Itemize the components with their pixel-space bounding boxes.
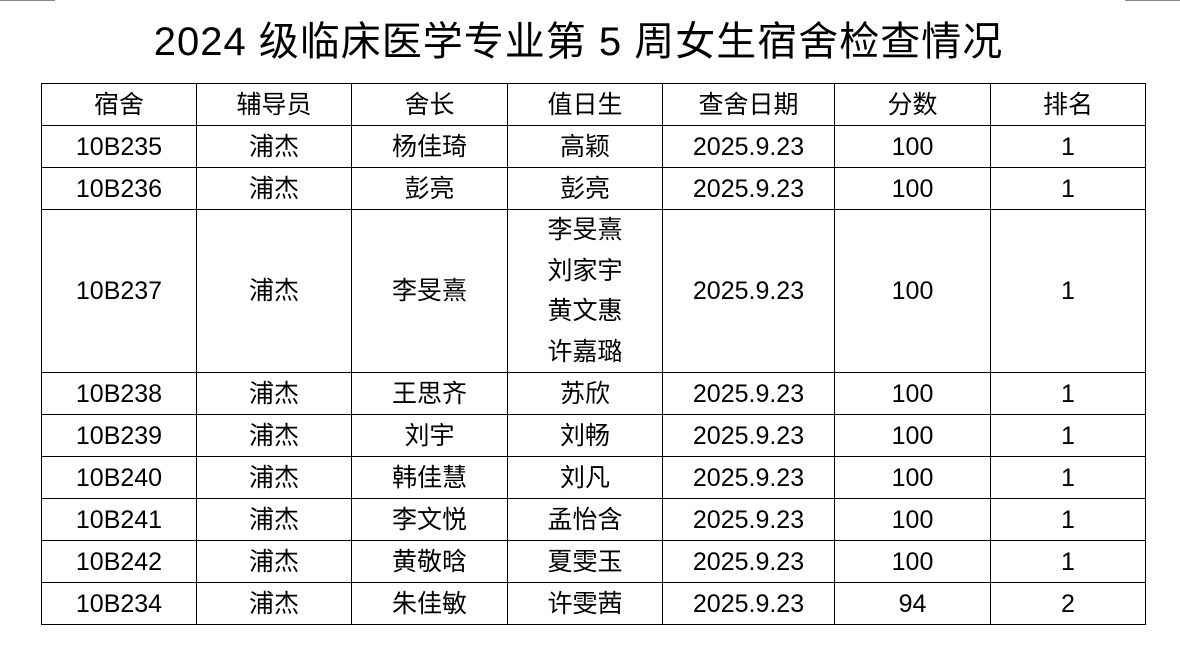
cell-rank: 1 <box>990 167 1146 210</box>
cell-leader: 杨佳琦 <box>351 125 508 168</box>
cell-score: 100 <box>834 372 991 415</box>
cell-duty: 李旻熹刘家宇黄文惠许嘉璐 <box>507 209 663 373</box>
duty-student: 刘畅 <box>559 421 610 450</box>
cell-score: 100 <box>834 498 991 541</box>
table-row: 10B239 浦杰 刘宇 刘畅 2025.9.23 100 1 <box>41 414 1146 457</box>
table-row: 10B241 浦杰 李文悦 孟怡含 2025.9.23 100 1 <box>41 498 1146 541</box>
cell-leader: 刘宇 <box>351 414 508 457</box>
cell-score: 100 <box>834 540 991 583</box>
cell-date: 2025.9.23 <box>662 167 835 210</box>
cell-counselor: 浦杰 <box>196 456 352 499</box>
table-row: 10B234 浦杰 朱佳敏 许雯茜 2025.9.23 94 2 <box>41 582 1146 625</box>
crop-mark-right <box>1125 0 1180 1</box>
cell-dorm: 10B236 <box>41 167 197 210</box>
cell-dorm: 10B234 <box>41 582 197 625</box>
crop-mark-left <box>0 0 55 1</box>
duty-student: 高颖 <box>559 132 610 161</box>
duty-student: 刘家宇 <box>547 256 623 285</box>
cell-dorm: 10B235 <box>41 125 197 168</box>
inspection-table: 宿舍 辅导员 舍长 值日生 查舍日期 分数 排名 10B235 浦杰 杨佳琦 高颖 2025.9.2… <box>41 83 1146 625</box>
cell-counselor: 浦杰 <box>196 167 352 210</box>
cell-leader: 王思齐 <box>351 372 508 415</box>
table-row: 10B237 浦杰 李旻熹 李旻熹 刘家宇 黄文惠 许嘉璐 2025.9.23 100 1 <box>41 209 1146 373</box>
duty-student: 夏雯玉 <box>547 547 623 576</box>
duty-student: 李旻熹 <box>547 216 623 244</box>
table-row: 10B240 浦杰 韩佳慧 刘凡 2025.9.23 100 1 <box>41 456 1146 499</box>
cell-duty: 彭亮 <box>507 167 663 210</box>
cell-date: 2025.9.23 <box>662 209 835 373</box>
cell-date: 2025.9.23 <box>662 125 835 168</box>
duty-student: 彭亮 <box>559 174 610 203</box>
cell-dorm: 10B242 <box>41 540 197 583</box>
cell-rank: 1 <box>990 456 1146 499</box>
cell-duty: 夏雯玉 <box>507 540 663 583</box>
cell-score: 100 <box>834 456 991 499</box>
cell-dorm: 10B238 <box>41 372 197 415</box>
cell-rank: 1 <box>990 414 1146 457</box>
cell-dorm: 10B237 <box>41 209 197 373</box>
cell-date: 2025.9.23 <box>662 582 835 625</box>
page-title: 2024 级临床医学专业第 5 周女生宿舍检查情况 <box>153 20 1004 64</box>
cell-counselor: 浦杰 <box>196 414 352 457</box>
cell-score: 100 <box>834 414 991 457</box>
cell-counselor: 浦杰 <box>196 125 352 168</box>
cell-duty: 高颖 <box>507 125 663 168</box>
cell-counselor: 浦杰 <box>196 209 352 373</box>
duty-student: 孟怡含 <box>547 505 623 534</box>
cell-leader: 朱佳敏 <box>351 582 508 625</box>
header-date: 查舍日期 <box>662 83 835 126</box>
cell-rank: 1 <box>990 498 1146 541</box>
header-score: 分数 <box>834 83 991 126</box>
duty-student: 苏欣 <box>559 379 610 408</box>
table-row: 10B238 浦杰 王思齐 苏欣 2025.9.23 100 1 <box>41 372 1146 415</box>
cell-score: 100 <box>834 125 991 168</box>
table-row: 10B242 浦杰 黄敬晗 夏雯玉 2025.9.23 100 1 <box>41 540 1146 583</box>
table-row: 10B236 浦杰 彭亮 彭亮 2025.9.23 100 1 <box>41 167 1146 210</box>
cell-date: 2025.9.23 <box>662 372 835 415</box>
header-counselor: 辅导员 <box>196 83 352 126</box>
cell-counselor: 浦杰 <box>196 372 352 415</box>
cell-score: 94 <box>834 582 991 625</box>
cell-score: 100 <box>834 209 991 373</box>
cell-counselor: 浦杰 <box>196 498 352 541</box>
cell-duty: 苏欣 <box>507 372 663 415</box>
header-leader: 舍长 <box>351 83 508 126</box>
cell-duty: 刘凡 <box>507 456 663 499</box>
table-row: 10B235 浦杰 杨佳琦 高颖 2025.9.23 100 1 <box>41 125 1146 168</box>
cell-leader: 韩佳慧 <box>351 456 508 499</box>
header-rank: 排名 <box>990 83 1146 126</box>
cell-rank: 1 <box>990 209 1146 373</box>
cell-date: 2025.9.23 <box>662 540 835 583</box>
cell-rank: 1 <box>990 540 1146 583</box>
table-header-row: 宿舍 辅导员 舍长 值日生 查舍日期 分数 排名 <box>41 83 1146 126</box>
header-dorm: 宿舍 <box>41 83 197 126</box>
duty-student: 许嘉璐 <box>547 337 623 366</box>
cell-rank: 1 <box>990 372 1146 415</box>
duty-student: 许雯茜 <box>547 589 623 618</box>
cell-leader: 李文悦 <box>351 498 508 541</box>
cell-date: 2025.9.23 <box>662 414 835 457</box>
cell-date: 2025.9.23 <box>662 498 835 541</box>
cell-dorm: 10B239 <box>41 414 197 457</box>
cell-date: 2025.9.23 <box>662 456 835 499</box>
cell-duty: 许雯茜 <box>507 582 663 625</box>
cell-rank: 2 <box>990 582 1146 625</box>
cell-leader: 彭亮 <box>351 167 508 210</box>
duty-student: 刘凡 <box>559 463 610 492</box>
cell-leader: 李旻熹 <box>351 209 508 373</box>
cell-dorm: 10B240 <box>41 456 197 499</box>
cell-rank: 1 <box>990 125 1146 168</box>
cell-counselor: 浦杰 <box>196 540 352 583</box>
header-duty: 值日生 <box>507 83 663 126</box>
cell-duty: 孟怡含 <box>507 498 663 541</box>
cell-counselor: 浦杰 <box>196 582 352 625</box>
duty-student: 黄文惠 <box>547 297 623 325</box>
cell-leader: 黄敬晗 <box>351 540 508 583</box>
cell-score: 100 <box>834 167 991 210</box>
cell-dorm: 10B241 <box>41 498 197 541</box>
cell-duty: 刘畅 <box>507 414 663 457</box>
